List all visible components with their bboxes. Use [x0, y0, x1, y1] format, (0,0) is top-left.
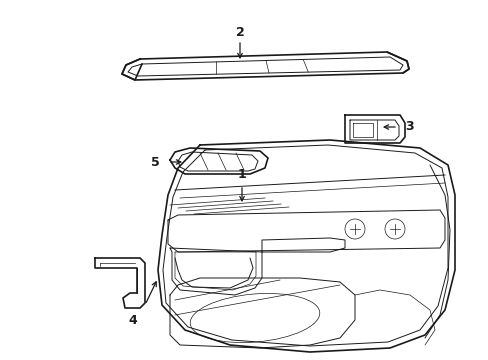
- Text: 1: 1: [237, 168, 246, 181]
- Text: 5: 5: [150, 156, 159, 168]
- Text: 2: 2: [235, 26, 244, 39]
- Text: 4: 4: [128, 314, 137, 327]
- Text: 3: 3: [405, 121, 413, 134]
